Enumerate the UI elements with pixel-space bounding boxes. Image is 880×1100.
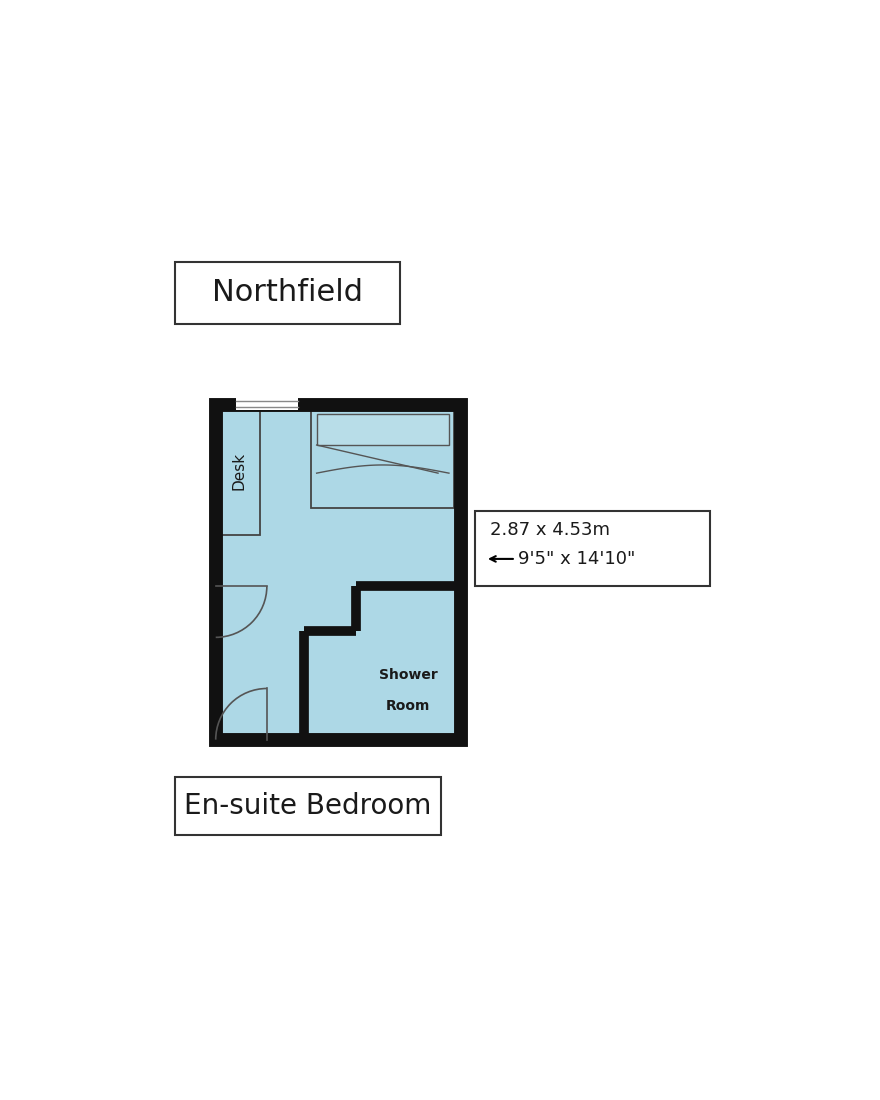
Text: Room: Room bbox=[386, 698, 430, 713]
Bar bbox=[236, 397, 297, 410]
Text: Northfield: Northfield bbox=[212, 278, 363, 307]
Text: 9'5" x 14'10": 9'5" x 14'10" bbox=[518, 550, 636, 568]
Text: Shower: Shower bbox=[379, 668, 437, 682]
Bar bbox=[175, 778, 441, 835]
Text: Desk: Desk bbox=[231, 452, 246, 490]
Bar bbox=[175, 262, 400, 323]
Bar bbox=[217, 407, 260, 535]
Text: En-suite Bedroom: En-suite Bedroom bbox=[184, 792, 431, 821]
Bar bbox=[216, 406, 461, 739]
Text: 2.87 x 4.53m: 2.87 x 4.53m bbox=[490, 520, 610, 539]
Bar bbox=[475, 512, 710, 586]
Bar bbox=[317, 415, 449, 446]
Bar bbox=[216, 406, 461, 739]
Bar bbox=[312, 409, 454, 508]
